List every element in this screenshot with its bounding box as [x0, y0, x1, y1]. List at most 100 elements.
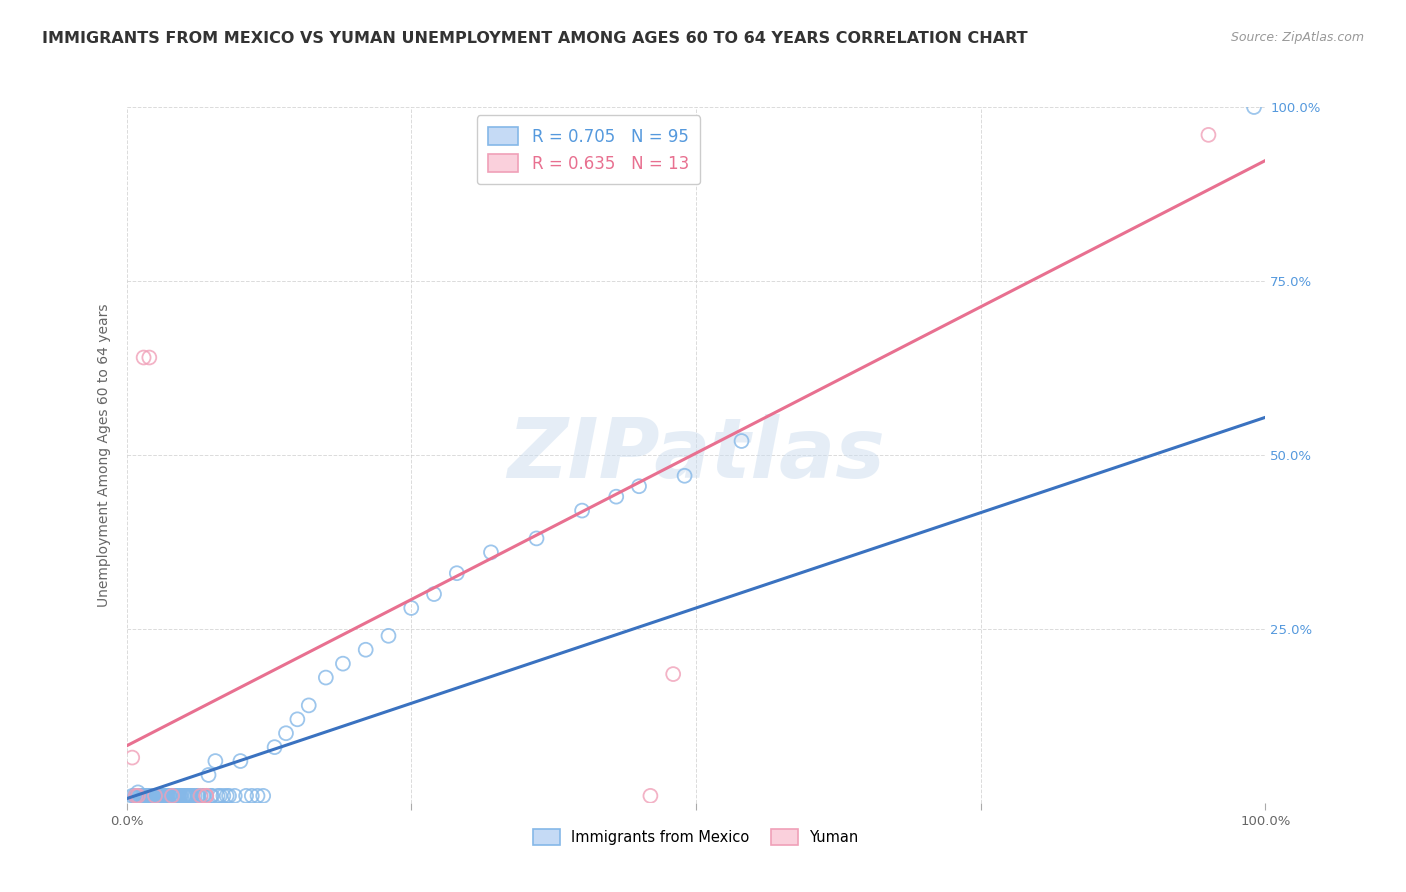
Point [315, 671, 337, 685]
Point [152, 789, 174, 803]
Point [526, 532, 548, 546]
Point [155, 789, 177, 803]
Point [215, 789, 238, 803]
Point [401, 601, 423, 615]
Point [121, 789, 143, 803]
Point [124, 789, 146, 803]
Point [135, 789, 157, 803]
Point [252, 789, 274, 803]
Text: ZIPatlas: ZIPatlas [508, 415, 884, 495]
Point [150, 789, 173, 803]
Point [662, 667, 685, 681]
Point [127, 789, 149, 803]
Point [124, 789, 146, 803]
Point [132, 789, 155, 803]
Point [354, 642, 377, 657]
Point [160, 789, 183, 803]
Point [446, 566, 468, 581]
Point [1243, 100, 1265, 114]
Point [149, 789, 172, 803]
Point [176, 789, 198, 803]
Point [157, 789, 180, 803]
Point [332, 657, 354, 671]
Point [479, 545, 502, 559]
Point [207, 789, 229, 803]
Point [184, 789, 207, 803]
Point [138, 789, 160, 803]
Point [423, 587, 446, 601]
Point [132, 351, 155, 365]
Point [121, 750, 143, 764]
Point [287, 712, 309, 726]
Point [148, 789, 170, 803]
Point [166, 789, 188, 803]
Point [143, 789, 166, 803]
Point [204, 754, 226, 768]
Point [195, 789, 218, 803]
Point [142, 789, 165, 803]
Point [179, 789, 201, 803]
Point [174, 789, 197, 803]
Point [166, 789, 188, 803]
Point [229, 754, 252, 768]
Point [208, 789, 231, 803]
Point [186, 789, 208, 803]
Point [180, 789, 202, 803]
Point [274, 726, 297, 740]
Point [172, 789, 194, 803]
Point [146, 789, 169, 803]
Point [190, 789, 212, 803]
Point [159, 789, 181, 803]
Point [145, 789, 167, 803]
Point [628, 479, 651, 493]
Point [201, 789, 224, 803]
Point [224, 789, 246, 803]
Point [191, 789, 214, 803]
Y-axis label: Unemployment Among Ages 60 to 64 years: Unemployment Among Ages 60 to 64 years [97, 303, 111, 607]
Point [141, 789, 163, 803]
Point [212, 789, 235, 803]
Point [1198, 128, 1220, 142]
Point [240, 789, 263, 803]
Point [124, 789, 146, 803]
Text: IMMIGRANTS FROM MEXICO VS YUMAN UNEMPLOYMENT AMONG AGES 60 TO 64 YEARS CORRELATI: IMMIGRANTS FROM MEXICO VS YUMAN UNEMPLOY… [42, 31, 1028, 46]
Point [156, 789, 179, 803]
Point [127, 789, 149, 803]
Point [139, 789, 162, 803]
Point [129, 789, 152, 803]
Point [193, 789, 215, 803]
Point [173, 789, 195, 803]
Point [190, 789, 212, 803]
Point [377, 629, 399, 643]
Point [179, 789, 201, 803]
Point [169, 789, 191, 803]
Point [134, 789, 156, 803]
Point [131, 789, 153, 803]
Point [218, 789, 240, 803]
Point [200, 789, 222, 803]
Point [125, 789, 148, 803]
Point [640, 789, 662, 803]
Point [571, 503, 593, 517]
Point [235, 789, 257, 803]
Point [187, 789, 209, 803]
Point [195, 789, 218, 803]
Point [138, 351, 160, 365]
Point [162, 789, 184, 803]
Point [170, 789, 193, 803]
Point [246, 789, 269, 803]
Point [142, 789, 165, 803]
Point [165, 789, 187, 803]
Point [132, 789, 155, 803]
Point [128, 789, 150, 803]
Point [138, 789, 160, 803]
Point [177, 789, 200, 803]
Point [195, 789, 218, 803]
Point [136, 789, 159, 803]
Point [127, 785, 149, 799]
Point [143, 789, 166, 803]
Point [136, 789, 159, 803]
Point [131, 789, 153, 803]
Point [181, 789, 204, 803]
Point [160, 789, 183, 803]
